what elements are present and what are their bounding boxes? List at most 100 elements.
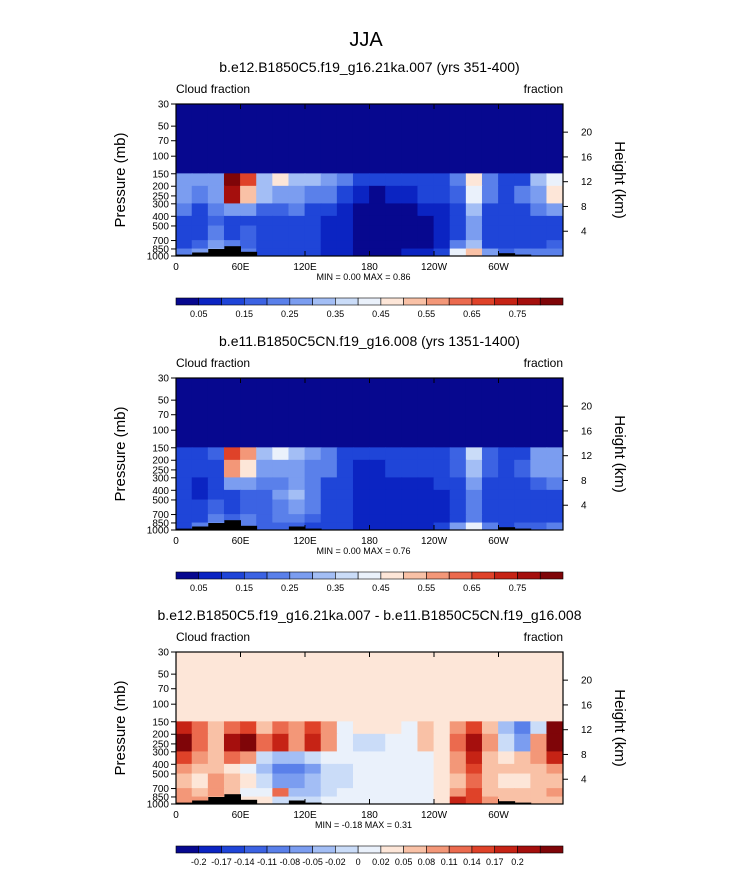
heatmap-cell [546,733,563,753]
heatmap-cell [256,763,274,775]
heatmap-cell [352,652,370,723]
heatmap-cell [336,225,354,241]
y-tick-label: 500 [152,769,169,780]
heatmap-cell [401,459,419,479]
heatmap-cell [369,763,387,775]
heatmap-cell [256,751,274,765]
heatmap-cell [417,763,435,775]
heatmap-cell [433,477,451,491]
heatmap-cell [498,514,516,524]
heatmap-cell [465,514,483,524]
heatmap-cell [514,489,532,501]
heatmap-cell [320,447,338,461]
heatmap-cell [449,378,467,449]
heatmap-cell [272,104,290,175]
heatmap-cell [433,733,451,753]
colorbar-swatch [448,571,473,580]
y-tick-label: 850 [152,792,169,803]
heatmap-cell [336,459,354,479]
heatmap-cell [465,203,483,217]
heatmap-cell [433,203,451,217]
heatmap-cell [288,240,306,250]
heatmap-cell [191,203,209,217]
heatmap-cell [546,477,563,491]
variable-label: Cloud fraction [176,356,250,370]
heatmap-cell [449,185,467,205]
colorbar-swatch [539,845,564,854]
heatmap-cell [320,773,338,789]
colorbar-swatch [357,297,382,306]
heatmap-cell [288,499,306,515]
colorbar-label: 0.15 [236,309,254,319]
colorbar-label: 0.25 [281,309,299,319]
heatmap-cell [288,477,306,491]
colorbar-label: 0.25 [281,583,299,593]
heatmap-cell [465,522,483,530]
colorbar-label: 0.2 [511,857,524,867]
heatmap-cell [514,788,532,798]
heatmap-cell [336,378,354,449]
heatmap-cell [176,773,193,789]
heatmap-cell [304,378,322,449]
colorbar-swatch [426,297,450,306]
heatmap-cell [498,522,516,530]
y-right-tick-label: 12 [581,725,593,736]
heatmap-cell [336,522,354,530]
heatmap-cell [546,215,563,227]
y-tick-label: 400 [152,486,169,497]
heatmap-cell [498,248,516,256]
heatmap-cell [498,788,516,798]
y-right-axis-title: Height (km) [611,689,628,767]
heatmap-cell [514,733,532,753]
heatmap-cell [369,652,387,723]
heatmap-cell [352,514,370,524]
y-tick-label: 100 [152,700,169,711]
x-tick-label: 0 [173,262,179,273]
heatmap-cell [223,225,241,241]
heatmap-cell [498,185,516,205]
heatmap-cell [176,788,193,798]
units-label: fraction [524,82,563,96]
heatmap-cell [498,477,516,491]
heatmap-cell [223,514,241,524]
x-tick-label: 60W [488,810,509,821]
heatmap-cell [352,240,370,250]
heatmap-cell [240,763,258,775]
heatmap-cell [385,796,403,804]
heatmap-cell [481,489,499,501]
heatmap-cell [546,104,563,175]
heatmap-cell [401,248,419,256]
heatmap-cell [223,185,241,205]
heatmap-cell [546,773,563,789]
colorbar-swatch [289,845,313,854]
colorbar-label: -0.05 [302,857,323,867]
heatmap-cell [256,788,274,798]
heatmap-field [176,104,563,256]
heatmap-cell [369,796,387,804]
heatmap-cell [191,248,209,256]
heatmap-cell [272,514,290,524]
heatmap-cell [417,796,435,804]
heatmap-cell [449,514,467,524]
heatmap-cell [530,447,548,461]
heatmap-cell [481,796,499,804]
colorbar-swatch [243,845,268,854]
heatmap-cell [546,225,563,241]
heatmap-cell [191,477,209,491]
heatmap-cell [385,514,403,524]
heatmap-cell [417,447,435,461]
heatmap-cell [401,788,419,798]
heatmap-cell [449,788,467,798]
heatmap-cell [288,459,306,479]
heatmap-cell [191,104,209,175]
heatmap-cell [336,489,354,501]
heatmap-cell [240,788,258,798]
heatmap-cell [433,240,451,250]
heatmap-cell [191,173,209,187]
colorbar-swatch [380,571,404,580]
heatmap-cell [207,173,225,187]
heatmap-cell [417,514,435,524]
terrain-mask [208,249,225,256]
min-max-stats: MIN = 0.00 MAX = 0.86 [316,272,410,282]
heatmap-cell [240,477,258,491]
